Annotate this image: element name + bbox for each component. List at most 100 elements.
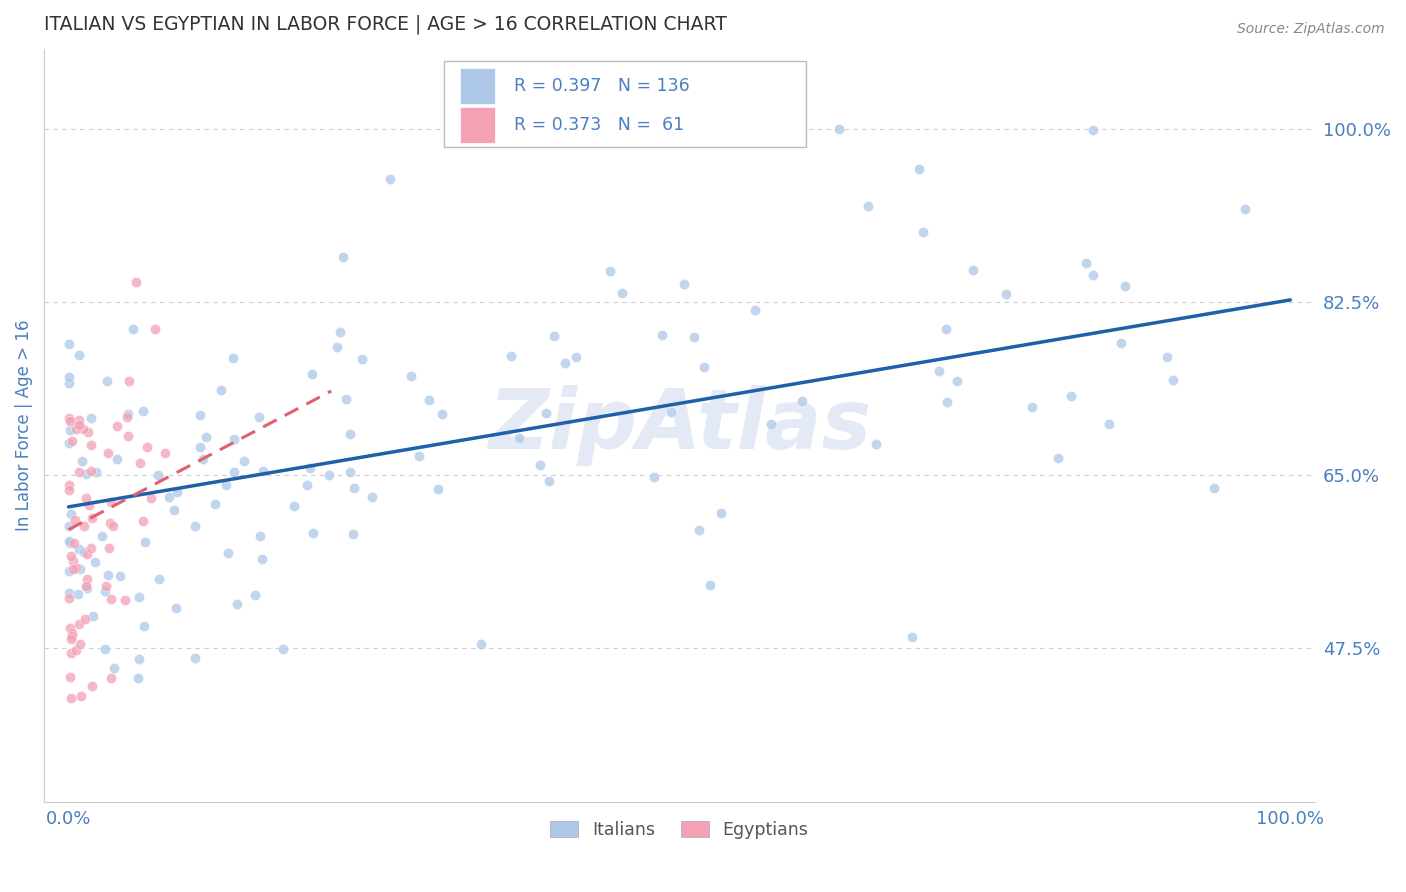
Point bbox=[105, 452, 128, 467]
Point bbox=[672, 277, 695, 291]
Point bbox=[226, 597, 249, 611]
Point bbox=[508, 431, 530, 445]
Point bbox=[67, 465, 90, 479]
Point bbox=[97, 445, 120, 459]
Point bbox=[165, 601, 187, 615]
Point bbox=[299, 461, 322, 475]
Point bbox=[204, 497, 226, 511]
Point bbox=[98, 541, 121, 555]
Point bbox=[1047, 450, 1070, 465]
Point bbox=[60, 434, 83, 448]
Point bbox=[343, 481, 366, 495]
Point bbox=[59, 670, 82, 684]
Point bbox=[1081, 268, 1104, 283]
Point bbox=[59, 632, 82, 647]
Point bbox=[59, 423, 82, 437]
Point bbox=[1111, 336, 1133, 351]
Point bbox=[470, 637, 492, 651]
Point bbox=[82, 608, 104, 623]
Point bbox=[70, 689, 93, 703]
Point bbox=[73, 612, 96, 626]
Point bbox=[60, 629, 83, 643]
Point bbox=[534, 406, 557, 420]
Text: ZipAtlas: ZipAtlas bbox=[488, 385, 870, 467]
Point bbox=[1202, 482, 1225, 496]
Point bbox=[928, 364, 950, 378]
Point bbox=[744, 303, 766, 318]
Point bbox=[58, 585, 80, 599]
Point bbox=[69, 562, 91, 576]
Point bbox=[1021, 400, 1043, 414]
FancyBboxPatch shape bbox=[460, 68, 495, 103]
Point bbox=[58, 477, 80, 491]
Point bbox=[100, 516, 122, 530]
Point bbox=[58, 533, 80, 548]
Point bbox=[148, 572, 170, 586]
Point bbox=[73, 545, 96, 559]
Text: R = 0.373   N =  61: R = 0.373 N = 61 bbox=[515, 116, 685, 134]
Point bbox=[62, 562, 84, 576]
Point bbox=[129, 456, 152, 470]
Point bbox=[90, 529, 112, 543]
Point bbox=[128, 651, 150, 665]
Point bbox=[97, 568, 120, 582]
Text: Source: ZipAtlas.com: Source: ZipAtlas.com bbox=[1237, 22, 1385, 37]
Point bbox=[699, 577, 721, 591]
Point bbox=[166, 485, 188, 500]
Point bbox=[146, 467, 169, 482]
Point bbox=[761, 417, 783, 431]
Point bbox=[127, 671, 149, 685]
Point bbox=[250, 552, 273, 566]
Point bbox=[58, 436, 80, 450]
Point bbox=[935, 395, 957, 409]
Point bbox=[790, 394, 813, 409]
Point bbox=[58, 483, 80, 498]
Point bbox=[60, 507, 83, 521]
Point bbox=[58, 519, 80, 533]
Point bbox=[335, 392, 357, 406]
Point bbox=[59, 414, 82, 428]
Point bbox=[273, 642, 295, 657]
Point bbox=[610, 285, 633, 300]
Point bbox=[935, 321, 957, 335]
Point bbox=[1098, 417, 1121, 432]
Point bbox=[80, 679, 103, 693]
Point bbox=[155, 446, 177, 460]
Point bbox=[499, 349, 522, 363]
Point bbox=[217, 546, 239, 560]
Point bbox=[350, 351, 373, 366]
Point bbox=[554, 356, 576, 370]
Point bbox=[361, 490, 384, 504]
Point bbox=[132, 514, 155, 528]
Point bbox=[224, 433, 246, 447]
Point bbox=[297, 477, 319, 491]
Point bbox=[224, 465, 246, 479]
Point bbox=[58, 410, 80, 425]
Point bbox=[215, 478, 238, 492]
Point bbox=[252, 464, 274, 478]
Point bbox=[134, 535, 156, 549]
Point bbox=[408, 449, 430, 463]
Legend: Italians, Egyptians: Italians, Egyptians bbox=[543, 814, 815, 846]
Point bbox=[141, 491, 163, 505]
Point bbox=[128, 591, 150, 605]
Point bbox=[157, 490, 180, 504]
Point bbox=[194, 430, 217, 444]
Point bbox=[243, 588, 266, 602]
Point bbox=[1156, 350, 1178, 364]
FancyBboxPatch shape bbox=[444, 61, 807, 147]
Point bbox=[302, 525, 325, 540]
Point bbox=[122, 322, 145, 336]
Point bbox=[94, 579, 117, 593]
Point bbox=[339, 465, 361, 479]
Point bbox=[96, 374, 118, 388]
Point bbox=[58, 591, 80, 605]
Point bbox=[332, 250, 354, 264]
Point bbox=[58, 337, 80, 351]
Point bbox=[80, 511, 103, 525]
Point bbox=[651, 328, 673, 343]
Point bbox=[1114, 279, 1136, 293]
Point bbox=[65, 561, 87, 575]
Point bbox=[865, 437, 887, 451]
Point bbox=[430, 407, 453, 421]
